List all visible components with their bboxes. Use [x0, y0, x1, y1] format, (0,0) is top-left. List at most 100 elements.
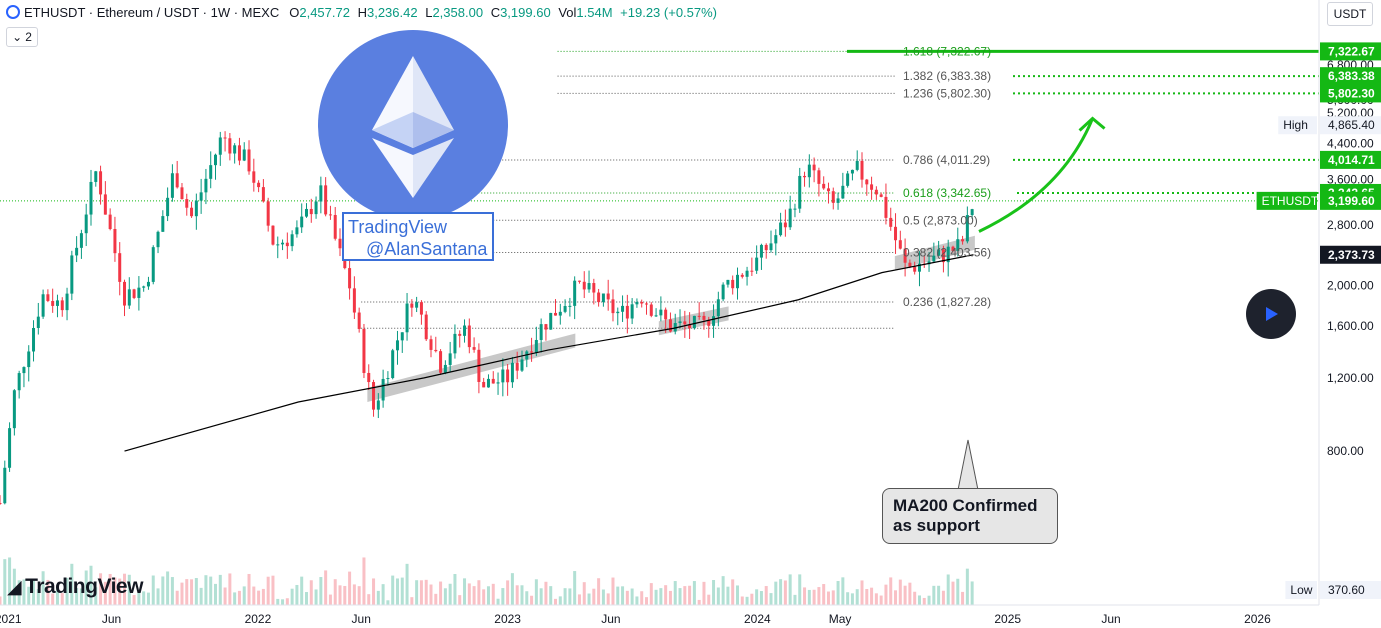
volume-bar [285, 598, 289, 605]
volume-bar [956, 578, 960, 605]
volume-bar [170, 577, 174, 605]
volume-value: 1.54M [576, 4, 613, 20]
candle-body [65, 293, 69, 311]
volume-bar [774, 581, 778, 605]
volume-bar [664, 585, 668, 605]
volume-bar [415, 580, 419, 605]
volume-bar [108, 573, 112, 605]
volume-bar [745, 596, 749, 605]
price-label-box [1320, 581, 1381, 599]
volume-bar [443, 588, 447, 605]
candle-body [649, 304, 653, 316]
candle-body [8, 428, 12, 468]
volume-bar [271, 575, 275, 605]
play-button[interactable] [1246, 289, 1296, 339]
volume-bar [932, 585, 936, 605]
x-tick-label: 2024 [744, 612, 771, 626]
price-tag-box [1256, 191, 1317, 210]
symbol-header: ETHUSDT · Ethereum / USDT · 1W · MEXC O2… [0, 0, 717, 24]
candle-body [151, 247, 155, 282]
author-box-title: TradingView [348, 217, 448, 237]
volume-bar [712, 580, 716, 605]
candle-body [903, 248, 907, 263]
candle-body [319, 185, 323, 202]
volume-bar [477, 580, 481, 605]
candle-body [89, 181, 93, 215]
candle-body [242, 149, 246, 161]
volume-bar [592, 588, 596, 605]
candle-body [309, 208, 313, 215]
candle-body [520, 359, 524, 371]
x-tick-label: 2025 [994, 612, 1021, 626]
candle-body [458, 333, 462, 336]
volume-bar [913, 591, 917, 605]
volume-bar [36, 589, 40, 605]
candle-body [721, 284, 725, 300]
candle-body [750, 270, 754, 272]
fib-level-label: 0.382 (2,403.56) [903, 246, 991, 260]
volume-bar [352, 584, 356, 605]
x-tick-label: Jun [352, 612, 371, 626]
candle-body [965, 215, 969, 242]
volume-bar [142, 591, 146, 605]
symbol-title[interactable]: ETHUSDT · Ethereum / USDT · 1W · MEXC [24, 4, 280, 20]
candle-body [506, 369, 510, 383]
callout-line1: MA200 Confirmed [893, 496, 1038, 515]
candle-body [735, 274, 739, 289]
candle-body [894, 226, 898, 241]
volume-bar [51, 593, 55, 605]
candle-body [501, 369, 505, 383]
candle-body [836, 198, 840, 203]
volume-bar [233, 592, 237, 605]
volume-bar [281, 599, 285, 605]
volume-bar [94, 587, 98, 605]
price-label: 7,322.67 [1328, 44, 1375, 58]
price-tag: ETHUSDT [1262, 194, 1319, 208]
volume-bar [879, 595, 883, 605]
candle-body [276, 244, 280, 246]
candle-body [932, 255, 936, 262]
indicator-collapse-button[interactable]: ⌄ 2 [6, 27, 38, 47]
candle-body [774, 235, 778, 244]
candle-body [84, 214, 88, 234]
candle-body [659, 309, 663, 316]
candle-body [534, 339, 538, 353]
x-tick-label: Jun [601, 612, 620, 626]
volume-bar [46, 579, 50, 605]
volume-bar [137, 591, 141, 605]
y-tick-label: 2,800.00 [1327, 218, 1374, 232]
volume-bar [367, 594, 371, 605]
candle-body [453, 333, 457, 354]
volume-bar [630, 588, 634, 605]
candle-body [515, 362, 519, 371]
candle-body [94, 171, 98, 182]
chevron-down-icon: ⌄ [12, 30, 23, 44]
volume-bar [228, 573, 232, 605]
volume-bar [400, 577, 404, 605]
volume-bar [582, 582, 586, 605]
candle-body [769, 243, 773, 251]
tradingview-watermark[interactable]: ◢ TradingView [7, 575, 143, 599]
change-value: +19.23 (+0.57%) [620, 4, 718, 20]
volume-bar [530, 595, 534, 605]
currency-button[interactable]: USDT [1327, 2, 1373, 26]
candle-body [376, 400, 380, 410]
fib-level-label: 0.786 (4,011.29) [903, 153, 990, 167]
volume-bar [850, 593, 854, 605]
price-label-box [1320, 67, 1381, 86]
volume-bar [884, 584, 888, 605]
volume-bar [3, 559, 7, 605]
y-tick-label: 1,200.00 [1327, 371, 1374, 385]
volume-bar [429, 584, 433, 605]
candle-body [429, 339, 433, 350]
candle-body [731, 279, 735, 289]
candle-body [328, 214, 332, 216]
volume-bar [645, 597, 649, 605]
volume-bar [328, 594, 332, 605]
ma200-callout: MA200 Confirmed as support [882, 488, 1058, 544]
candle-body [803, 175, 807, 178]
volume-bar [491, 583, 495, 605]
ma200-line [124, 254, 974, 452]
volume-bar [89, 565, 93, 605]
